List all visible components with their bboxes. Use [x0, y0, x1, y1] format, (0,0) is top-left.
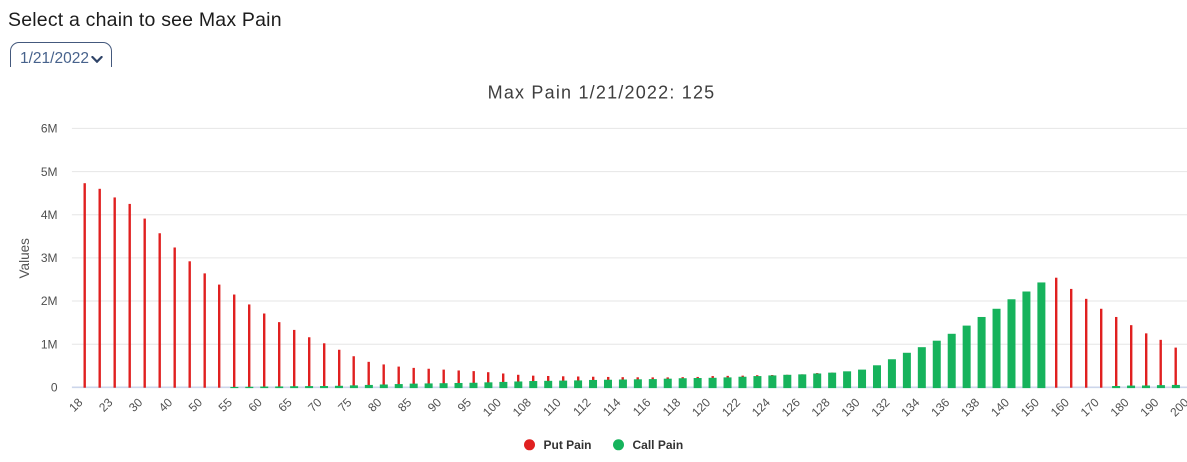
svg-text:Put Pain: Put Pain — [544, 438, 592, 452]
svg-text:110: 110 — [540, 395, 564, 419]
svg-text:5M: 5M — [41, 165, 58, 179]
svg-text:4M: 4M — [41, 208, 58, 222]
svg-text:180: 180 — [1108, 395, 1132, 419]
svg-text:75: 75 — [335, 395, 355, 415]
svg-text:140: 140 — [988, 395, 1012, 419]
svg-text:50: 50 — [186, 395, 206, 415]
svg-text:1M: 1M — [41, 337, 58, 351]
svg-text:124: 124 — [749, 395, 773, 419]
svg-text:18: 18 — [66, 395, 86, 415]
svg-text:90: 90 — [425, 395, 445, 415]
svg-text:30: 30 — [126, 395, 146, 415]
svg-text:122: 122 — [719, 395, 743, 419]
svg-text:120: 120 — [689, 395, 713, 419]
svg-text:0: 0 — [51, 381, 58, 395]
svg-text:55: 55 — [216, 395, 236, 415]
svg-text:40: 40 — [156, 395, 176, 415]
svg-text:138: 138 — [958, 395, 982, 419]
svg-text:114: 114 — [600, 395, 624, 419]
svg-text:23: 23 — [96, 395, 116, 415]
svg-text:100: 100 — [480, 395, 504, 419]
svg-text:160: 160 — [1048, 395, 1072, 419]
svg-text:132: 132 — [868, 395, 892, 419]
svg-text:Values: Values — [17, 238, 32, 279]
svg-text:108: 108 — [510, 395, 534, 419]
svg-text:3M: 3M — [41, 251, 58, 265]
svg-text:Max Pain 1/21/2022: 125: Max Pain 1/21/2022: 125 — [488, 83, 716, 103]
svg-text:65: 65 — [275, 395, 295, 415]
svg-text:116: 116 — [630, 395, 654, 419]
svg-text:80: 80 — [365, 395, 385, 415]
svg-text:2M: 2M — [41, 294, 58, 308]
svg-text:126: 126 — [779, 395, 803, 419]
svg-text:170: 170 — [1078, 395, 1102, 419]
svg-text:112: 112 — [570, 395, 594, 419]
svg-text:136: 136 — [928, 395, 952, 419]
svg-text:118: 118 — [660, 395, 684, 419]
svg-text:128: 128 — [809, 395, 833, 419]
svg-text:130: 130 — [839, 395, 863, 419]
svg-text:134: 134 — [898, 395, 922, 419]
svg-text:95: 95 — [455, 395, 475, 415]
svg-text:70: 70 — [305, 395, 325, 415]
svg-text:60: 60 — [245, 395, 265, 415]
svg-text:Call Pain: Call Pain — [633, 438, 684, 452]
svg-text:6M: 6M — [41, 122, 58, 136]
svg-text:85: 85 — [395, 395, 415, 415]
svg-text:190: 190 — [1137, 395, 1161, 419]
svg-text:150: 150 — [1018, 395, 1042, 419]
svg-text:200: 200 — [1167, 395, 1187, 419]
